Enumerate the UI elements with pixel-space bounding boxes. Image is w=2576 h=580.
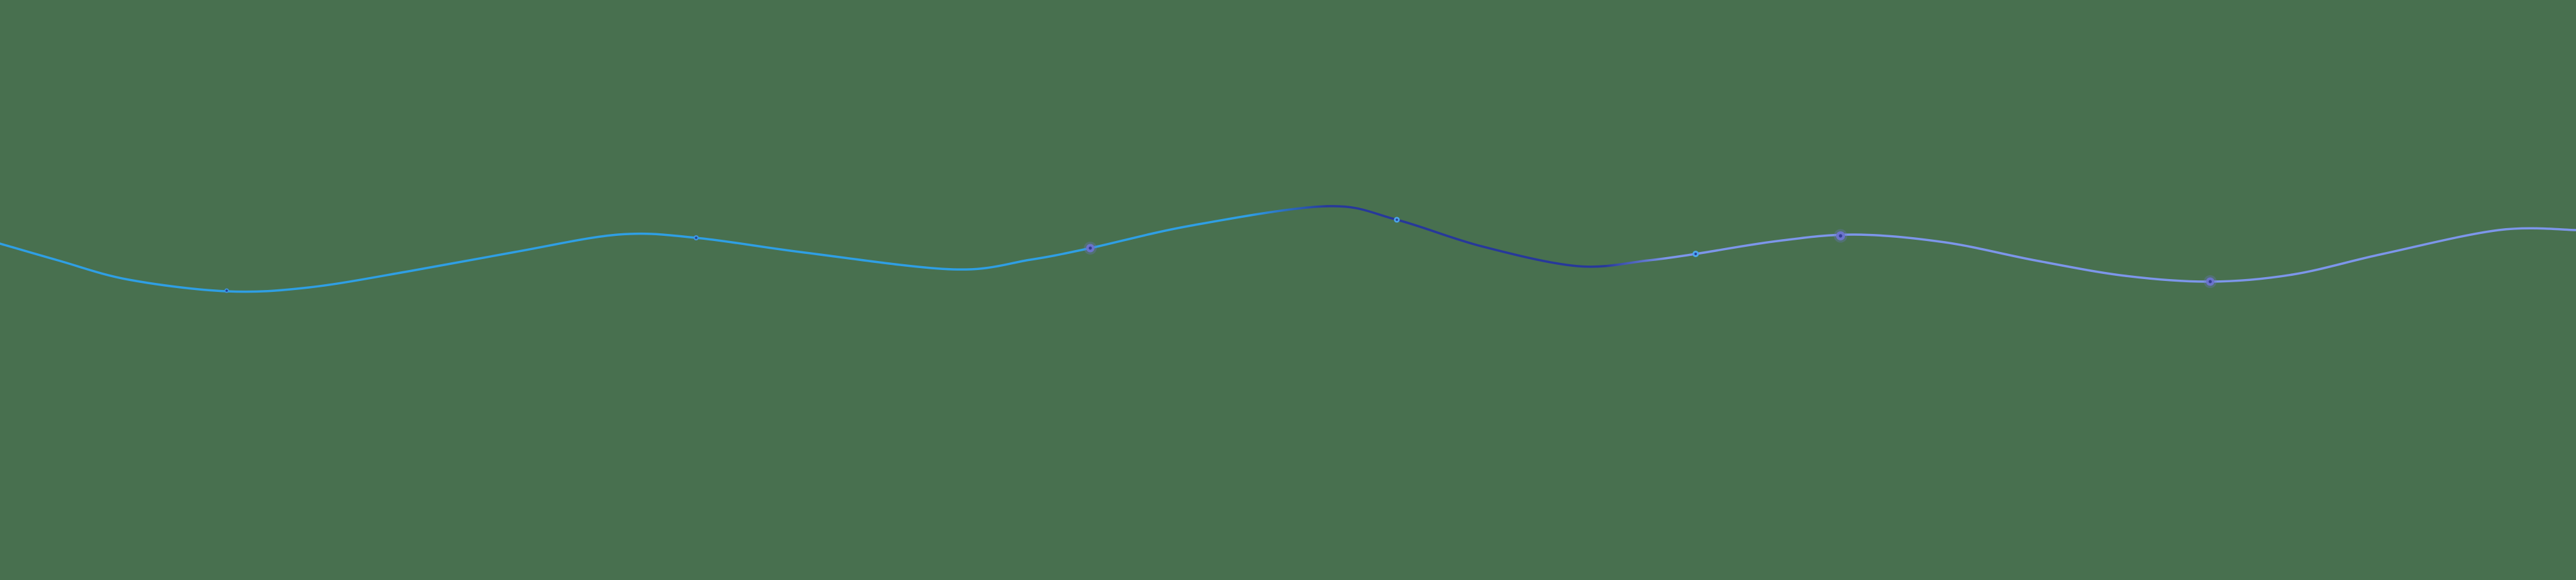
marker-center	[225, 289, 228, 292]
wave-line-path	[0, 205, 2576, 293]
marker-center	[2208, 280, 2212, 284]
marker-center	[1396, 218, 1398, 221]
data-point-markers	[224, 217, 2217, 293]
marker-center	[1088, 246, 1092, 250]
marker-center	[1694, 253, 1697, 255]
marker-center	[695, 237, 697, 239]
marker-center	[1839, 234, 1842, 238]
